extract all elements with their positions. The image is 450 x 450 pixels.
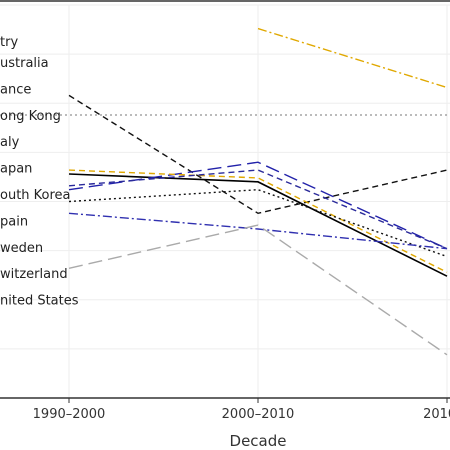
legend-entry: aly (0, 135, 20, 150)
legend-entry: pain (0, 214, 28, 229)
x-axis-title: Decade (230, 432, 287, 450)
series-line (68, 94, 448, 215)
legend-entry: nited States (0, 294, 79, 309)
series-line (68, 173, 448, 277)
series-line (68, 212, 448, 250)
x-axis-ticks: 1990–2000 2000–2010 2010–2 (33, 398, 450, 422)
series-line (68, 169, 448, 273)
grid-lines (0, 4, 450, 399)
legend-entry: ong Kong (0, 109, 61, 124)
legend-entry: weden (0, 241, 43, 256)
legend-entry: apan (0, 162, 32, 177)
x-tick-label: 1990–2000 (33, 407, 106, 422)
legend-entry: ance (0, 82, 31, 97)
series-line (68, 169, 448, 250)
x-tick-label: 2010–2 (423, 407, 450, 422)
series-line (257, 27, 448, 89)
legend-entry: ustralia (0, 56, 49, 71)
series-lines (68, 27, 448, 356)
legend-entry: witzerland (0, 267, 68, 282)
series-line (68, 224, 448, 356)
legend-title: try (0, 35, 18, 50)
legend-entry: outh Korea (0, 188, 71, 203)
legend: try ustralia ance ong Kong aly apan outh Kore… (0, 35, 79, 309)
x-tick-label: 2000–2010 (222, 407, 295, 422)
